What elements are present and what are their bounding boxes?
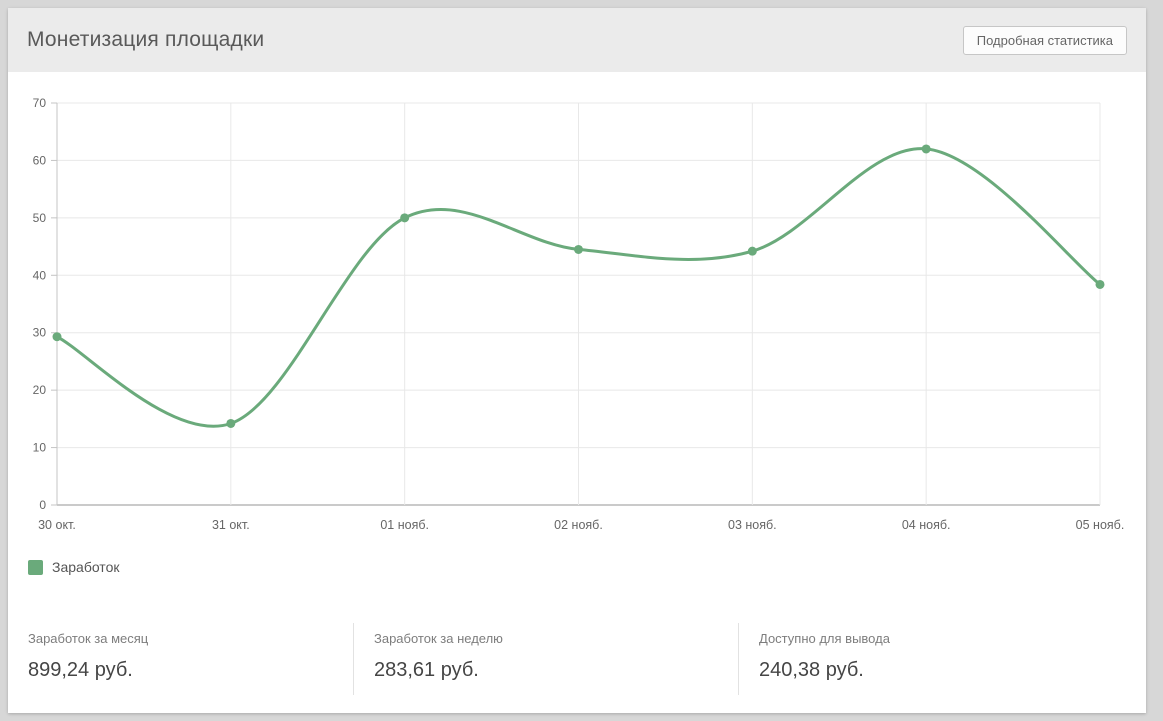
earnings-data-point[interactable] bbox=[747, 246, 757, 256]
y-tick-label: 20 bbox=[33, 383, 47, 397]
stat-month: Заработок за месяц 899,24 руб. bbox=[8, 623, 353, 695]
stat-week-value: 283,61 руб. bbox=[374, 659, 479, 681]
chart-legend: Заработок bbox=[28, 559, 119, 575]
y-tick-label: 40 bbox=[33, 268, 47, 282]
earnings-data-point[interactable] bbox=[1095, 279, 1105, 289]
y-tick-label: 10 bbox=[33, 441, 47, 455]
x-tick-label: 05 нояб. bbox=[1076, 518, 1125, 532]
stat-week-label: Заработок за неделю bbox=[374, 631, 503, 646]
x-tick-label: 30 окт. bbox=[38, 518, 76, 532]
y-tick-label: 0 bbox=[39, 498, 46, 512]
stat-available-label: Доступно для вывода bbox=[759, 631, 890, 646]
x-tick-label: 03 нояб. bbox=[728, 518, 777, 532]
stat-available-value: 240,38 руб. bbox=[759, 659, 864, 681]
widget-body: 0 10 20 30 40 50 60 70 30 окт. 31 окт. 01 нояб. 02 … bbox=[8, 72, 1146, 713]
earnings-data-point[interactable] bbox=[52, 332, 62, 342]
legend-item-earnings[interactable]: Заработок bbox=[28, 559, 119, 575]
y-tick-label: 50 bbox=[33, 211, 47, 225]
stat-available: Доступно для вывода 240,38 руб. bbox=[738, 623, 1146, 695]
stat-month-value: 899,24 руб. bbox=[28, 659, 133, 681]
y-tick-label: 70 bbox=[33, 96, 47, 110]
earnings-data-point[interactable] bbox=[226, 418, 236, 428]
stat-month-label: Заработок за месяц bbox=[28, 631, 149, 646]
earnings-stats: Заработок за месяц 899,24 руб. Заработок… bbox=[8, 623, 1146, 695]
page-title: Монетизация площадки bbox=[27, 28, 265, 51]
widget-header: Монетизация площадки Подробная статистик… bbox=[8, 8, 1146, 72]
monetization-widget: Монетизация площадки Подробная статистик… bbox=[8, 8, 1146, 713]
x-tick-label: 04 нояб. bbox=[902, 518, 951, 532]
earnings-line-chart: 0 10 20 30 40 50 60 70 30 окт. 31 окт. 01 нояб. 02 … bbox=[33, 96, 1125, 532]
x-tick-label: 02 нояб. bbox=[554, 518, 603, 532]
earnings-data-point[interactable] bbox=[400, 213, 410, 223]
detailed-stats-button[interactable]: Подробная статистика bbox=[962, 25, 1127, 55]
y-tick-label: 60 bbox=[33, 153, 47, 167]
y-tick-label: 30 bbox=[33, 326, 47, 340]
legend-label: Заработок bbox=[52, 559, 120, 575]
stat-week: Заработок за неделю 283,61 руб. bbox=[353, 623, 738, 695]
earnings-data-point[interactable] bbox=[921, 144, 931, 154]
earnings-data-point[interactable] bbox=[574, 244, 583, 254]
x-tick-label: 31 окт. bbox=[212, 518, 250, 532]
x-tick-label: 01 нояб. bbox=[380, 518, 429, 532]
legend-color-swatch bbox=[28, 559, 43, 575]
